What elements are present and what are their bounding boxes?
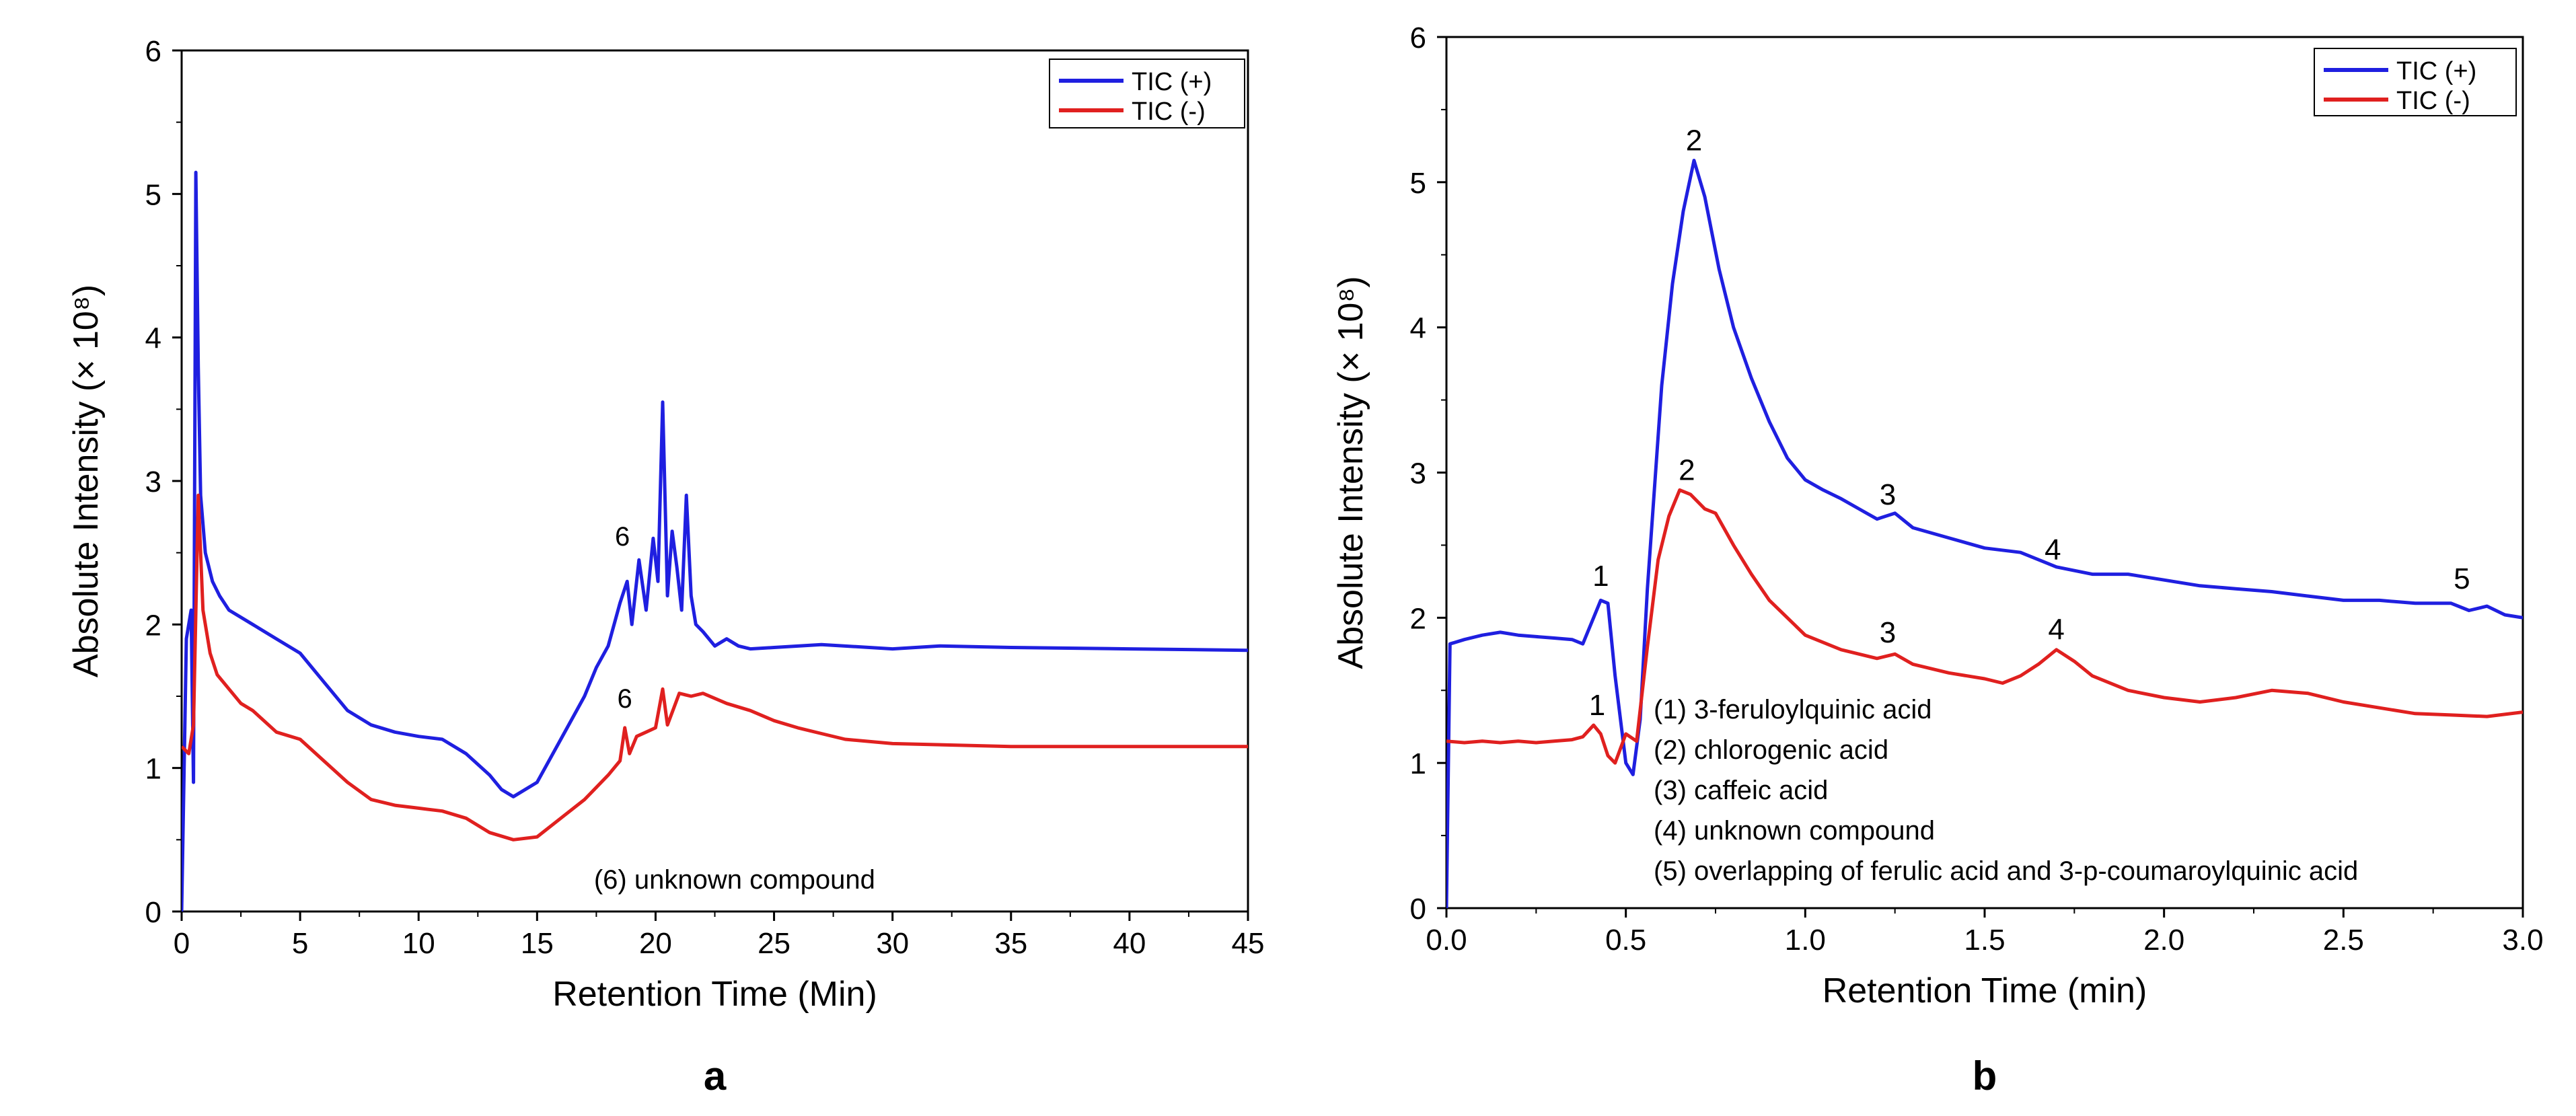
- x-tick-label: 2.5: [2323, 924, 2364, 957]
- x-tick-label: 20: [639, 927, 672, 960]
- annotation: 6: [615, 522, 630, 552]
- x-tick-label: 0.0: [1426, 924, 1467, 957]
- y-tick-label: 0: [145, 896, 161, 929]
- x-tick-label: 35: [994, 927, 1027, 960]
- y-tick-label: 1: [1410, 747, 1426, 780]
- y-tick-label: 1: [145, 753, 161, 786]
- x-tick-label: 0.5: [1605, 924, 1646, 957]
- panel-label: b: [1973, 1053, 1997, 1099]
- y-tick-label: 2: [1410, 602, 1426, 635]
- x-tick-label: 45: [1232, 927, 1265, 960]
- legend-label: TIC (+): [2396, 57, 2476, 85]
- x-axis-label: Retention Time (Min): [552, 975, 877, 1014]
- x-tick-label: 25: [758, 927, 790, 960]
- x-tick-label: 3.0: [2502, 924, 2543, 957]
- legend-box: [1049, 59, 1245, 128]
- peak-label: 5: [2454, 562, 2470, 595]
- y-tick-label: 4: [145, 322, 161, 355]
- y-tick-label: 6: [145, 35, 161, 68]
- x-tick-label: 40: [1113, 927, 1146, 960]
- y-tick-label: 2: [145, 609, 161, 642]
- series-line-tic-neg: [1446, 488, 2523, 765]
- y-tick-label: 3: [1410, 457, 1426, 490]
- y-axis-label: Absolute Intensity (× 10⁸): [67, 285, 106, 677]
- peak-label: 4: [2045, 533, 2061, 566]
- y-tick-label: 4: [1410, 312, 1426, 345]
- plot-frame: [180, 49, 1249, 913]
- compound-key-item: (2) chlorogenic acid: [1654, 735, 1888, 765]
- y-tick-label: 6: [1410, 22, 1426, 54]
- series-line-tic-neg: [182, 493, 1248, 842]
- x-axis-label: Retention Time (min): [1823, 971, 2147, 1010]
- compound-key-item: (3) caffeic acid: [1654, 776, 1828, 805]
- x-tick-label: 2.0: [2143, 924, 2184, 957]
- x-tick-label: 10: [402, 927, 435, 960]
- peak-label: 1: [1592, 560, 1609, 593]
- x-tick-label: 5: [292, 927, 308, 960]
- y-tick-label: 5: [145, 178, 161, 211]
- panel-label: a: [704, 1053, 727, 1099]
- compound-key-item: (5) overlapping of ferulic acid and 3-p-…: [1654, 856, 2358, 886]
- x-tick-label: 30: [876, 927, 909, 960]
- peak-label: 1: [1589, 689, 1605, 722]
- compound-key-item: (4) unknown compound: [1654, 816, 1935, 846]
- x-tick-label: 1.5: [1964, 924, 2005, 957]
- x-tick-label: 1.0: [1785, 924, 1826, 957]
- y-tick-label: 3: [145, 466, 161, 498]
- series-line-tic-pos: [1446, 159, 2523, 908]
- legend-label: TIC (-): [1132, 98, 1206, 126]
- x-tick-label: 0: [174, 927, 190, 960]
- peak-label: 2: [1679, 453, 1695, 486]
- series-line-tic-pos: [182, 170, 1248, 912]
- y-tick-label: 5: [1410, 167, 1426, 200]
- annotation: 6: [618, 684, 632, 714]
- compound-key-item: (1) 3-feruloylquinic acid: [1654, 695, 1932, 724]
- plot-frame: [1445, 36, 2524, 909]
- peak-label: 2: [1686, 124, 1702, 157]
- x-tick-label: 15: [521, 927, 554, 960]
- legend-box: [2314, 48, 2517, 116]
- y-tick-label: 0: [1410, 893, 1426, 926]
- peak-label: 3: [1880, 478, 1896, 511]
- y-axis-label: Absolute Intensity (× 10⁸): [1331, 276, 1370, 669]
- peak-label: 4: [2048, 613, 2064, 646]
- legend-label: TIC (-): [2396, 87, 2470, 115]
- annotation: (6) unknown compound: [594, 865, 875, 895]
- panel-b: 0.0 0.5 1.0 1.5 2.0 2.5 3.0 0 1 2 3 4 5 6 Retention Ti…: [1331, 22, 2544, 1099]
- peak-label: 3: [1880, 616, 1896, 649]
- legend-label: TIC (+): [1132, 68, 1212, 96]
